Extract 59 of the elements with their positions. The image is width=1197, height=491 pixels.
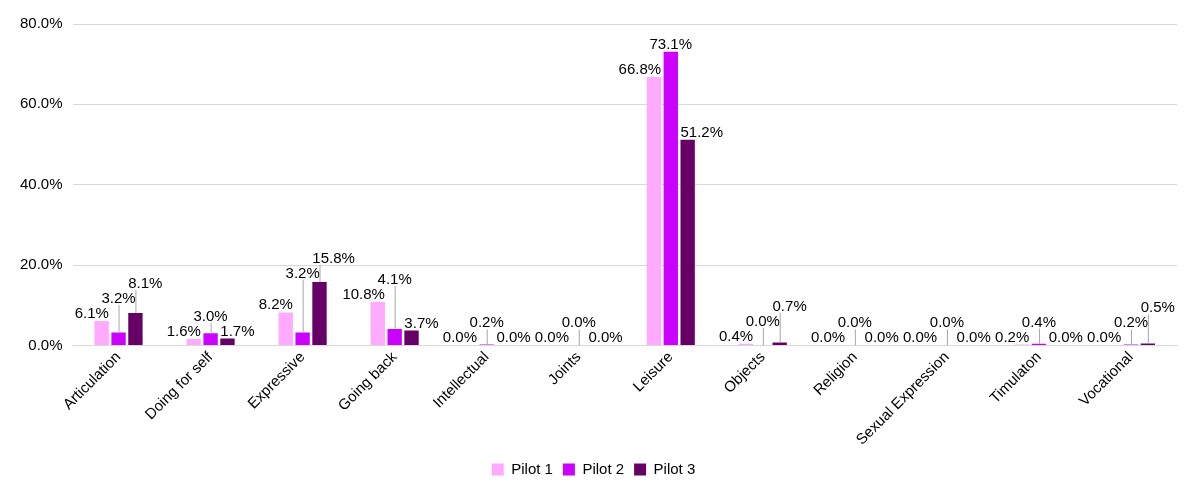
data-label: 0.0% [864, 328, 899, 346]
data-label: 0.0% [442, 328, 477, 346]
bar [128, 312, 143, 345]
data-label: 3.7% [404, 313, 439, 331]
data-label: 51.2% [680, 122, 724, 140]
data-label: 0.0% [534, 328, 570, 346]
data-label: 66.8% [618, 60, 662, 78]
data-label: 73.1% [649, 34, 693, 52]
data-label: 1.7% [220, 321, 255, 339]
bar [111, 332, 126, 345]
y-tick-label: 0.0% [28, 335, 63, 353]
legend-label: Pilot 3 [653, 459, 696, 477]
data-label: 0.0% [1048, 328, 1083, 346]
data-label: 0.0% [496, 328, 531, 346]
data-label: 0.7% [772, 296, 807, 314]
data-label: 3.0% [193, 307, 228, 324]
data-label: 0.0% [837, 313, 872, 331]
bar [404, 330, 419, 345]
data-label: 6.1% [74, 303, 109, 321]
data-label: 0.0% [956, 328, 991, 346]
bar [387, 328, 402, 345]
bar [663, 51, 678, 345]
bar [203, 333, 218, 345]
data-label: 0.0% [588, 328, 623, 346]
bar [370, 302, 385, 345]
data-label: 0.5% [1140, 298, 1175, 316]
data-label: 0.2% [995, 327, 1030, 345]
bar [94, 320, 109, 345]
data-label: 3.2% [285, 263, 320, 281]
data-label: 10.8% [342, 285, 385, 303]
bar [220, 338, 235, 345]
y-tick-label: 40.0% [19, 174, 63, 192]
data-label: 3.2% [101, 288, 136, 306]
data-label: 1.6% [166, 322, 201, 339]
data-label: 0.0% [561, 313, 596, 331]
data-label: 0.0% [903, 328, 938, 346]
data-label: 0.4% [718, 326, 754, 344]
data-label: 15.8% [312, 248, 355, 266]
data-label: 0.2% [469, 313, 504, 331]
data-label: 0.0% [745, 311, 780, 329]
bar [646, 77, 662, 345]
bar [295, 332, 310, 345]
data-label: 0.0% [1087, 328, 1122, 346]
y-tick-label: 80.0% [19, 14, 63, 32]
legend-label: Pilot 2 [582, 459, 625, 477]
data-label: 0.0% [810, 328, 846, 346]
legend-label: Pilot 1 [511, 459, 553, 477]
data-label: 8.2% [258, 295, 293, 313]
data-label: 4.1% [377, 270, 412, 288]
bar [278, 312, 293, 345]
bar [680, 139, 695, 345]
bar [186, 339, 201, 345]
data-label: 8.1% [128, 273, 163, 291]
data-label: 0.4% [1021, 312, 1057, 330]
bar [312, 281, 327, 345]
data-label: 0.2% [1113, 313, 1149, 331]
y-tick-label: 20.0% [19, 255, 63, 273]
data-label: 0.0% [929, 313, 964, 331]
y-tick-label: 60.0% [19, 94, 63, 112]
